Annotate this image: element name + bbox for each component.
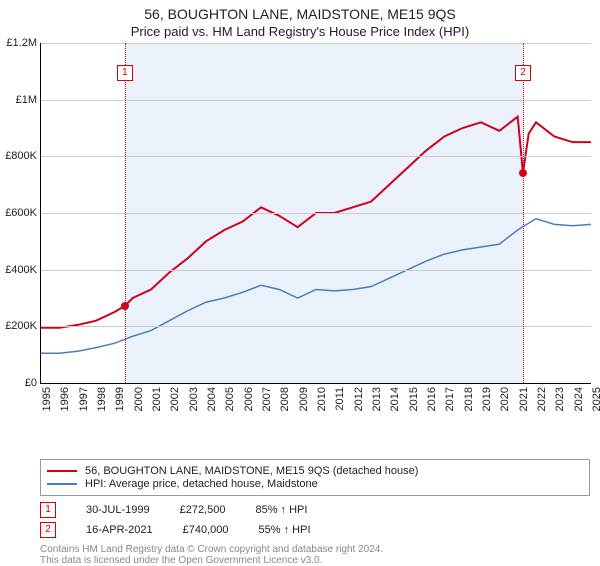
x-axis-label: 2000 — [133, 383, 145, 411]
legend-row: HPI: Average price, detached house, Maid… — [47, 478, 583, 490]
x-axis-label: 2009 — [298, 383, 310, 411]
sale-vline — [523, 43, 524, 383]
plot-area: £0£200K£400K£600K£800K£1M£1.2M1995199619… — [40, 43, 591, 384]
x-axis-label: 2015 — [408, 383, 420, 411]
y-gridline — [41, 270, 591, 271]
sale-pct: 85% ↑ HPI — [255, 504, 307, 516]
page-title: 56, BOUGHTON LANE, MAIDSTONE, ME15 9QS — [0, 6, 600, 22]
y-axis-label: £800K — [5, 150, 37, 162]
sale-point — [121, 302, 129, 310]
y-gridline — [41, 326, 591, 327]
x-axis-label: 2001 — [151, 383, 163, 411]
x-axis-label: 2014 — [389, 383, 401, 411]
x-axis-label: 1995 — [41, 383, 53, 411]
y-axis-label: £400K — [5, 264, 37, 276]
page-subtitle: Price paid vs. HM Land Registry's House … — [0, 24, 600, 39]
sale-marker-2: 2 — [40, 522, 56, 538]
legend: 56, BOUGHTON LANE, MAIDSTONE, ME15 9QS (… — [40, 459, 590, 496]
legend-swatch-2 — [47, 483, 77, 485]
sale-marker-1: 1 — [40, 502, 56, 518]
sale-date: 30-JUL-1999 — [86, 504, 150, 516]
legend-label-1: 56, BOUGHTON LANE, MAIDSTONE, ME15 9QS (… — [85, 465, 418, 477]
sale-marker-box: 2 — [515, 65, 531, 81]
sale-vline — [125, 43, 126, 383]
x-axis-label: 2025 — [591, 383, 600, 411]
x-axis-label: 2002 — [169, 383, 181, 411]
x-axis-label: 2011 — [334, 383, 346, 411]
x-axis-label: 2022 — [536, 383, 548, 411]
x-axis-label: 2006 — [243, 383, 255, 411]
y-gridline — [41, 43, 591, 44]
sale-marker-box: 1 — [117, 65, 133, 81]
sale-date: 16-APR-2021 — [86, 524, 153, 536]
y-gridline — [41, 213, 591, 214]
y-axis-label: £1M — [16, 94, 37, 106]
sale-row: 2 16-APR-2021 £740,000 55% ↑ HPI — [40, 522, 590, 538]
y-axis-label: £1.2M — [6, 37, 37, 49]
legend-swatch-1 — [47, 470, 77, 472]
footer: Contains HM Land Registry data © Crown c… — [40, 544, 590, 566]
y-axis-label: £0 — [25, 377, 37, 389]
x-axis-label: 2012 — [353, 383, 365, 411]
x-axis-label: 2020 — [499, 383, 511, 411]
x-axis-label: 2023 — [554, 383, 566, 411]
x-axis-label: 2021 — [518, 383, 530, 411]
x-axis-label: 2007 — [261, 383, 273, 411]
y-axis-label: £600K — [5, 207, 37, 219]
sales-table: 1 30-JUL-1999 £272,500 85% ↑ HPI 2 16-AP… — [40, 502, 590, 538]
footer-line-2: This data is licensed under the Open Gov… — [40, 555, 590, 566]
x-axis-label: 1998 — [96, 383, 108, 411]
sale-row: 1 30-JUL-1999 £272,500 85% ↑ HPI — [40, 502, 590, 518]
x-axis-label: 2024 — [573, 383, 585, 411]
series-line — [41, 117, 591, 328]
x-axis-label: 1996 — [59, 383, 71, 411]
x-axis-label: 1997 — [78, 383, 90, 411]
x-axis-label: 2019 — [481, 383, 493, 411]
x-axis-label: 2013 — [371, 383, 383, 411]
y-axis-label: £200K — [5, 320, 37, 332]
x-axis-label: 2017 — [444, 383, 456, 411]
legend-row: 56, BOUGHTON LANE, MAIDSTONE, ME15 9QS (… — [47, 465, 583, 477]
chart-area: £0£200K£400K£600K£800K£1M£1.2M1995199619… — [40, 43, 590, 413]
sale-price: £740,000 — [183, 524, 229, 536]
x-axis-label: 1999 — [114, 383, 126, 411]
footer-line-1: Contains HM Land Registry data © Crown c… — [40, 544, 590, 555]
x-axis-label: 2016 — [426, 383, 438, 411]
x-axis-label: 2005 — [224, 383, 236, 411]
series-line — [41, 219, 591, 354]
sale-price: £272,500 — [180, 504, 226, 516]
legend-label-2: HPI: Average price, detached house, Maid… — [85, 478, 318, 490]
y-gridline — [41, 100, 591, 101]
x-axis-label: 2004 — [206, 383, 218, 411]
x-axis-label: 2018 — [463, 383, 475, 411]
x-axis-label: 2010 — [316, 383, 328, 411]
sale-pct: 55% ↑ HPI — [259, 524, 311, 536]
x-axis-label: 2008 — [279, 383, 291, 411]
y-gridline — [41, 156, 591, 157]
x-axis-label: 2003 — [188, 383, 200, 411]
chart-container: 56, BOUGHTON LANE, MAIDSTONE, ME15 9QS P… — [0, 6, 600, 566]
